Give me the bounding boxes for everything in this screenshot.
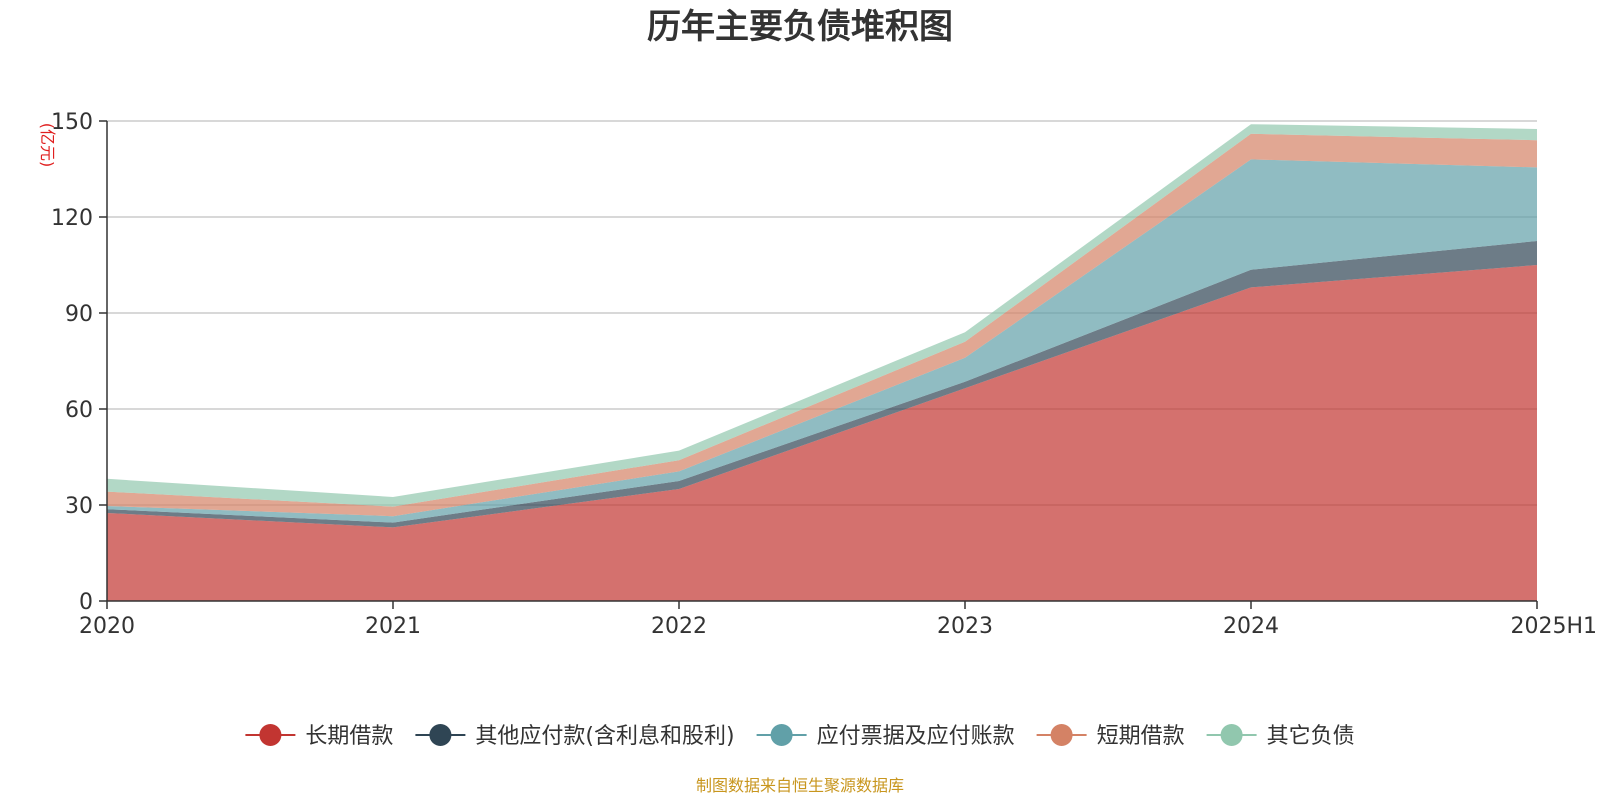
legend-item-1[interactable]: 其他应付款(含利息和股利)	[415, 724, 735, 749]
legend-marker-icon	[429, 724, 452, 746]
x-tick-label: 2022	[651, 614, 707, 639]
x-tick-label: 2025H1	[1510, 614, 1597, 639]
y-tick-label: 0	[79, 590, 93, 615]
data-source-note: 制图数据来自恒生聚源数据库	[696, 776, 904, 795]
legend-item-2[interactable]: 应付票据及应付账款	[756, 724, 1015, 749]
legend-label: 其他应付款(含利息和股利)	[475, 724, 734, 749]
y-tick-label: 30	[65, 494, 93, 519]
x-tick-label: 2024	[1223, 614, 1279, 639]
area-series-group	[107, 124, 1537, 601]
legend-label: 短期借款	[1097, 724, 1185, 749]
legend-item-3[interactable]: 短期借款	[1036, 724, 1185, 749]
area-series-2	[107, 159, 1537, 523]
legend-marker-icon	[1220, 724, 1243, 746]
legend-marker-icon	[1050, 724, 1073, 746]
legend-label: 其它负债	[1267, 724, 1355, 749]
legend-item-4[interactable]: 其它负债	[1206, 724, 1355, 749]
legend-label: 应付票据及应付账款	[817, 724, 1015, 749]
legend-marker-icon	[259, 724, 282, 746]
axes: 2020 2021 2022 2023 2024 2025H1	[79, 121, 1597, 639]
legend-item-0[interactable]: 长期借款	[245, 724, 393, 749]
chart-title: 历年主要负债堆积图	[647, 7, 953, 47]
x-tick-label: 2021	[365, 614, 421, 639]
legend-marker-icon	[770, 724, 793, 746]
y-tick-label: 60	[65, 398, 93, 423]
y-tick-label: 120	[51, 206, 93, 231]
y-tick-label: 90	[65, 302, 93, 327]
legend-label: 长期借款	[305, 724, 393, 749]
area-series-1	[107, 241, 1537, 528]
x-tick-label: 2023	[937, 614, 993, 639]
y-axis-unit-label: (亿元)	[38, 123, 57, 168]
y-tick-label: 150	[51, 110, 93, 135]
area-series-0	[107, 265, 1537, 601]
x-tick-label: 2020	[79, 614, 135, 639]
legend: 长期借款 其他应付款(含利息和股利) 应付票据及应付账款 短期借款 其它负债	[245, 724, 1355, 749]
